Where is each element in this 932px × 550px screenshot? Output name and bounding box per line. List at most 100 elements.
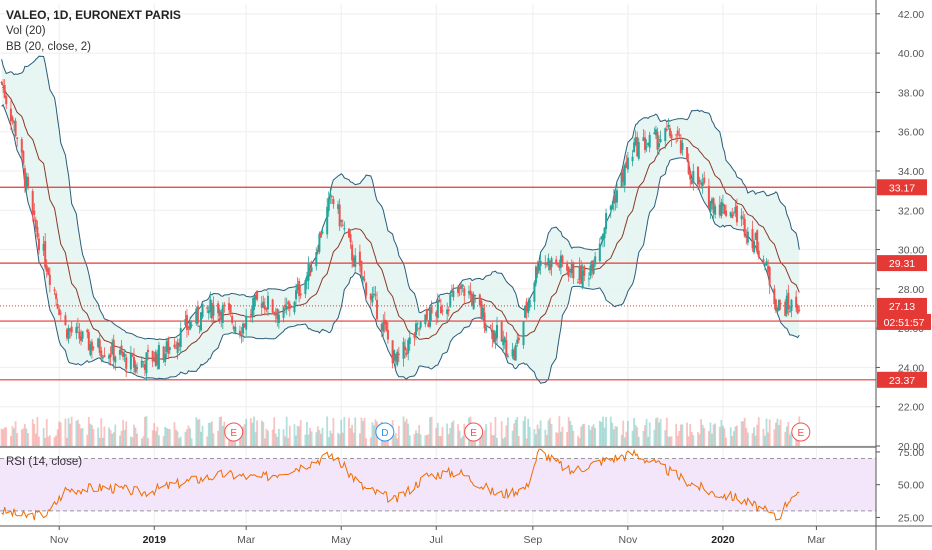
candle-body	[419, 322, 422, 328]
candle-body	[795, 296, 798, 308]
volume-bar	[310, 431, 313, 446]
volume-bar	[64, 418, 67, 446]
candle-body	[594, 256, 597, 265]
candle-body	[293, 301, 296, 313]
candle-body	[676, 130, 679, 135]
dividend-marker[interactable]	[375, 422, 395, 442]
earnings-marker[interactable]	[224, 422, 244, 442]
candle-body	[178, 342, 181, 347]
volume-bar	[785, 426, 788, 446]
volume-bar	[626, 420, 629, 446]
volume-bar	[100, 418, 103, 446]
volume-bar	[555, 432, 558, 446]
volume-bar	[425, 434, 428, 446]
volume-bar	[340, 419, 343, 446]
volume-bar	[485, 424, 487, 446]
volume-bar	[404, 421, 406, 446]
price-axis-label: 32.00	[898, 205, 924, 217]
candle-body	[385, 321, 388, 331]
candle-body	[372, 293, 375, 296]
candle-body	[14, 120, 17, 137]
earnings-marker[interactable]	[464, 422, 484, 442]
volume-bar	[309, 427, 311, 446]
bollinger-band-fill	[1, 56, 800, 384]
volume-bar	[600, 422, 603, 446]
volume-bar	[611, 422, 614, 446]
candle-body	[707, 185, 710, 209]
volume-bar	[394, 433, 397, 446]
candle-body	[754, 232, 757, 240]
event-marker-label: D	[381, 428, 388, 439]
candle-body	[598, 243, 601, 262]
candle-body	[566, 262, 569, 271]
volume-bar	[588, 425, 590, 446]
candle-body	[340, 220, 343, 223]
volume-bar	[307, 434, 310, 446]
candle-body	[145, 352, 148, 374]
volume-bar	[603, 427, 606, 446]
volume-bar	[101, 437, 104, 446]
candle-body	[731, 214, 734, 218]
volume-bar	[306, 421, 308, 446]
candle-body	[221, 305, 224, 323]
candle-body	[460, 284, 463, 290]
earnings-marker[interactable]	[791, 422, 811, 442]
level-tag-label: 33.17	[889, 182, 915, 194]
candle-body	[16, 137, 19, 139]
volume-bar	[91, 425, 93, 446]
volume-bar	[764, 435, 766, 446]
volume-bar	[507, 417, 509, 446]
candle-body	[58, 308, 61, 316]
volume-bar	[762, 428, 765, 446]
time-axis-label: Jul	[430, 534, 443, 546]
candle-body	[383, 319, 386, 325]
candle-body	[277, 314, 280, 324]
candle-body	[238, 330, 241, 336]
volume-bar	[245, 418, 248, 446]
volume-bar	[179, 436, 182, 446]
countdown-tag	[877, 313, 931, 330]
volume-bar	[256, 420, 258, 446]
volume-bar	[581, 424, 584, 446]
candle-body	[746, 231, 749, 243]
rsi-band-fill	[0, 458, 876, 511]
candle-body	[140, 360, 143, 368]
candle-body	[189, 322, 192, 330]
volume-bar	[253, 416, 255, 446]
volume-bar	[178, 438, 181, 446]
volume-bar	[56, 429, 59, 446]
candle-body	[55, 293, 58, 300]
candle-body	[242, 323, 245, 334]
volume-bar	[664, 430, 667, 446]
candle-body	[143, 364, 146, 371]
volume-bar	[645, 418, 648, 446]
volume-bar	[440, 436, 442, 446]
candle-body	[402, 341, 405, 359]
candle-body	[252, 297, 255, 311]
volume-bar	[111, 433, 114, 446]
candle-body	[614, 194, 617, 203]
volume-bar	[359, 433, 361, 446]
candle-body	[176, 342, 179, 354]
candle-body	[305, 276, 308, 282]
candle-body	[210, 302, 213, 319]
candle-body	[332, 199, 335, 205]
volume-bar	[413, 434, 416, 446]
candle-body	[31, 191, 34, 215]
candle-body	[623, 165, 626, 186]
candle-body	[86, 329, 89, 333]
volume-bar	[637, 436, 640, 446]
volume-bar	[360, 417, 363, 446]
candle-body	[732, 212, 735, 214]
candle-body	[572, 262, 575, 279]
volume-legend: Vol (20)	[6, 25, 46, 37]
volume-bar	[687, 436, 690, 446]
volume-bar	[405, 418, 408, 446]
candle-body	[65, 329, 68, 339]
candle-body	[525, 301, 528, 312]
volume-bar	[92, 429, 95, 446]
volume-bar	[22, 428, 25, 446]
volume-bar	[31, 419, 34, 446]
volume-bar	[689, 423, 692, 446]
